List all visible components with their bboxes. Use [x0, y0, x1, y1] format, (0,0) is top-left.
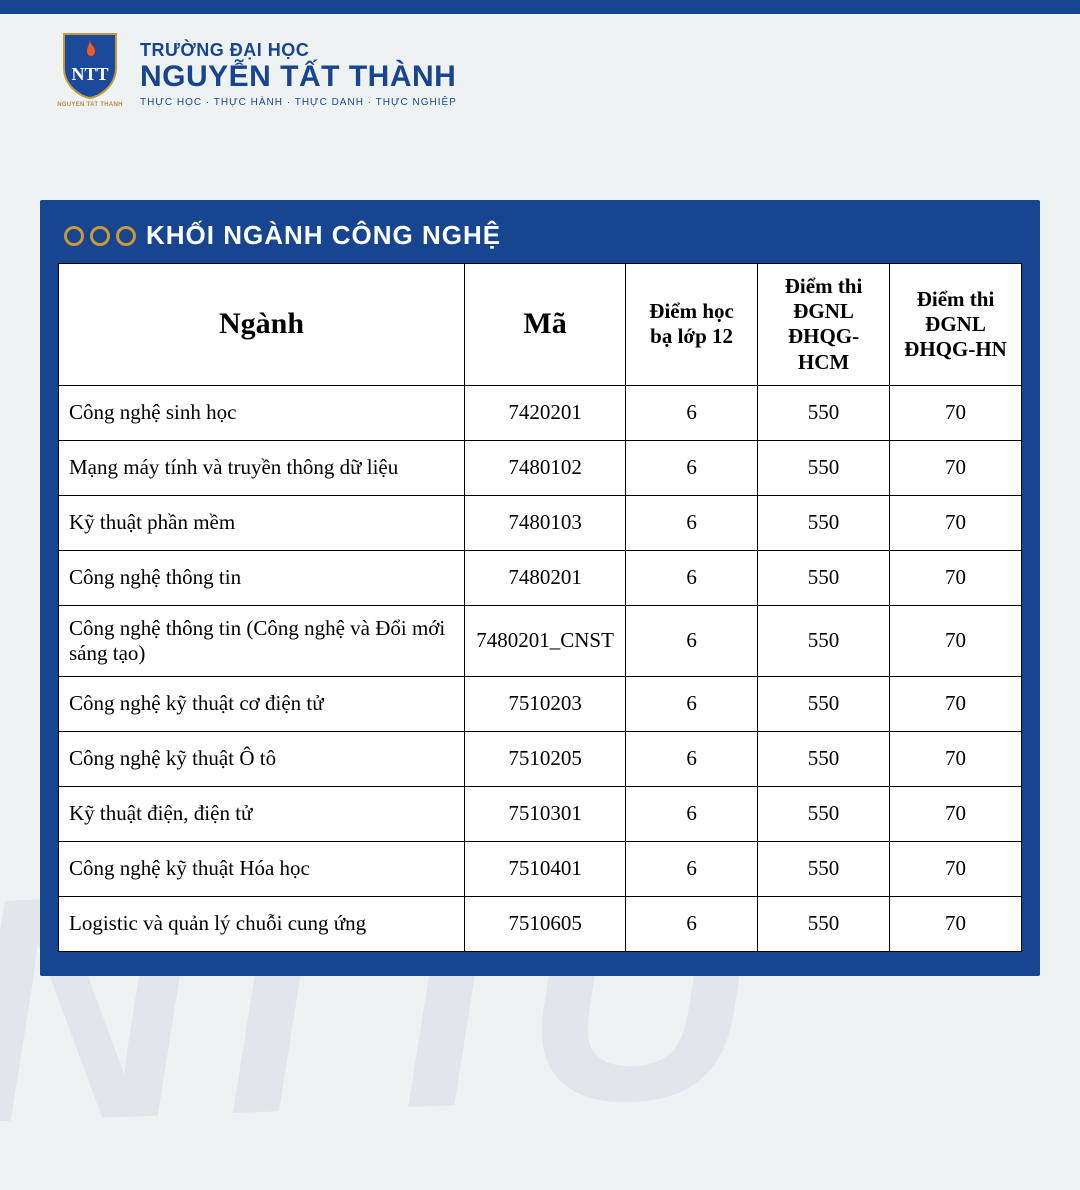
- dot-icon: [64, 226, 84, 246]
- cell-ma: 7420201: [465, 385, 626, 440]
- cell-nganh: Mạng máy tính và truyền thông dữ liệu: [59, 440, 465, 495]
- cell-ma: 7480201_CNST: [465, 605, 626, 676]
- table-row: Logistic và quản lý chuỗi cung ứng751060…: [59, 896, 1022, 951]
- university-name: NGUYỄN TẤT THÀNH: [140, 61, 457, 93]
- cell-dgnl_hn: 70: [890, 495, 1022, 550]
- cell-nganh: Logistic và quản lý chuỗi cung ứng: [59, 896, 465, 951]
- cell-ma: 7480103: [465, 495, 626, 550]
- cell-ma: 7480201: [465, 550, 626, 605]
- table-header: Ngành Mã Điểm học bạ lớp 12 Điểm thi ĐGN…: [59, 264, 1022, 386]
- shield-icon: NTT: [60, 30, 120, 100]
- table-row: Công nghệ thông tin7480201655070: [59, 550, 1022, 605]
- logo-caption: NGUYEN TAT THANH: [57, 102, 123, 108]
- cell-dgnl_hcm: 550: [758, 605, 890, 676]
- cell-ma: 7510205: [465, 731, 626, 786]
- table-row: Công nghệ kỹ thuật Hóa học7510401655070: [59, 841, 1022, 896]
- table-row: Công nghệ kỹ thuật Ô tô7510205655070: [59, 731, 1022, 786]
- header-text-block: TRƯỜNG ĐẠI HỌC NGUYỄN TẤT THÀNH THỰC HỌC…: [140, 40, 457, 108]
- table-row: Công nghệ sinh học7420201655070: [59, 385, 1022, 440]
- cell-dgnl_hcm: 550: [758, 495, 890, 550]
- cell-dgnl_hcm: 550: [758, 385, 890, 440]
- cell-dgnl_hn: 70: [890, 676, 1022, 731]
- dot-icon: [116, 226, 136, 246]
- cell-nganh: Kỹ thuật phần mềm: [59, 495, 465, 550]
- cell-dgnl_hn: 70: [890, 841, 1022, 896]
- cell-dgnl_hn: 70: [890, 896, 1022, 951]
- cell-dgnl_hn: 70: [890, 605, 1022, 676]
- cell-ma: 7510401: [465, 841, 626, 896]
- university-logo: NTT NGUYEN TAT THANH: [54, 30, 126, 118]
- cell-dgnl_hn: 70: [890, 786, 1022, 841]
- cell-nganh: Công nghệ kỹ thuật Hóa học: [59, 841, 465, 896]
- cell-hocba: 6: [626, 841, 758, 896]
- cell-hocba: 6: [626, 896, 758, 951]
- decorative-dots: [64, 226, 136, 246]
- cell-nganh: Công nghệ thông tin (Công nghệ và Đổi mớ…: [59, 605, 465, 676]
- cell-ma: 7480102: [465, 440, 626, 495]
- dot-icon: [90, 226, 110, 246]
- university-motto: THỰC HỌC · THỰC HÀNH · THỰC DANH · THỰC …: [140, 97, 457, 108]
- cell-hocba: 6: [626, 605, 758, 676]
- cell-nganh: Công nghệ kỹ thuật cơ điện tử: [59, 676, 465, 731]
- col-header-nganh: Ngành: [59, 264, 465, 386]
- cell-dgnl_hcm: 550: [758, 841, 890, 896]
- cell-dgnl_hn: 70: [890, 385, 1022, 440]
- cell-hocba: 6: [626, 385, 758, 440]
- card-title: KHỐI NGÀNH CÔNG NGHỆ: [146, 220, 501, 251]
- cell-dgnl_hcm: 550: [758, 676, 890, 731]
- col-header-dgnl-hcm: Điểm thi ĐGNL ĐHQG-HCM: [758, 264, 890, 386]
- table-row: Công nghệ thông tin (Công nghệ và Đổi mớ…: [59, 605, 1022, 676]
- cell-dgnl_hcm: 550: [758, 786, 890, 841]
- cell-dgnl_hn: 70: [890, 550, 1022, 605]
- cell-ma: 7510301: [465, 786, 626, 841]
- cell-nganh: Công nghệ thông tin: [59, 550, 465, 605]
- page-header: NTT NGUYEN TAT THANH TRƯỜNG ĐẠI HỌC NGUY…: [54, 30, 457, 118]
- top-accent-bar: [0, 0, 1080, 14]
- cell-nganh: Công nghệ kỹ thuật Ô tô: [59, 731, 465, 786]
- col-header-hocba: Điểm học bạ lớp 12: [626, 264, 758, 386]
- cell-nganh: Công nghệ sinh học: [59, 385, 465, 440]
- cell-hocba: 6: [626, 440, 758, 495]
- cell-dgnl_hcm: 550: [758, 896, 890, 951]
- table-row: Mạng máy tính và truyền thông dữ liệu748…: [59, 440, 1022, 495]
- majors-table: Ngành Mã Điểm học bạ lớp 12 Điểm thi ĐGN…: [58, 263, 1022, 952]
- content-card: KHỐI NGÀNH CÔNG NGHỆ Ngành Mã Điểm học b…: [40, 200, 1040, 976]
- table-row: Kỹ thuật phần mềm7480103655070: [59, 495, 1022, 550]
- table-row: Kỹ thuật điện, điện tử7510301655070: [59, 786, 1022, 841]
- table-row: Công nghệ kỹ thuật cơ điện tử75102036550…: [59, 676, 1022, 731]
- cell-dgnl_hcm: 550: [758, 550, 890, 605]
- cell-dgnl_hcm: 550: [758, 731, 890, 786]
- cell-hocba: 6: [626, 550, 758, 605]
- cell-hocba: 6: [626, 676, 758, 731]
- col-header-ma: Mã: [465, 264, 626, 386]
- cell-hocba: 6: [626, 495, 758, 550]
- cell-hocba: 6: [626, 786, 758, 841]
- cell-dgnl_hn: 70: [890, 731, 1022, 786]
- cell-hocba: 6: [626, 731, 758, 786]
- university-pretitle: TRƯỜNG ĐẠI HỌC: [140, 40, 457, 61]
- cell-ma: 7510605: [465, 896, 626, 951]
- logo-monogram: NTT: [71, 64, 108, 84]
- card-title-row: KHỐI NGÀNH CÔNG NGHỆ: [58, 216, 1022, 263]
- cell-dgnl_hcm: 550: [758, 440, 890, 495]
- col-header-dgnl-hn: Điểm thi ĐGNL ĐHQG-HN: [890, 264, 1022, 386]
- table-body: Công nghệ sinh học7420201655070Mạng máy …: [59, 385, 1022, 951]
- cell-dgnl_hn: 70: [890, 440, 1022, 495]
- cell-nganh: Kỹ thuật điện, điện tử: [59, 786, 465, 841]
- cell-ma: 7510203: [465, 676, 626, 731]
